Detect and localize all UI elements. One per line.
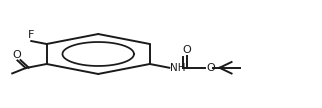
Text: O: O	[206, 63, 215, 73]
Text: NH: NH	[170, 63, 186, 73]
Text: O: O	[12, 50, 21, 60]
Text: F: F	[27, 30, 34, 40]
Text: O: O	[182, 45, 191, 55]
